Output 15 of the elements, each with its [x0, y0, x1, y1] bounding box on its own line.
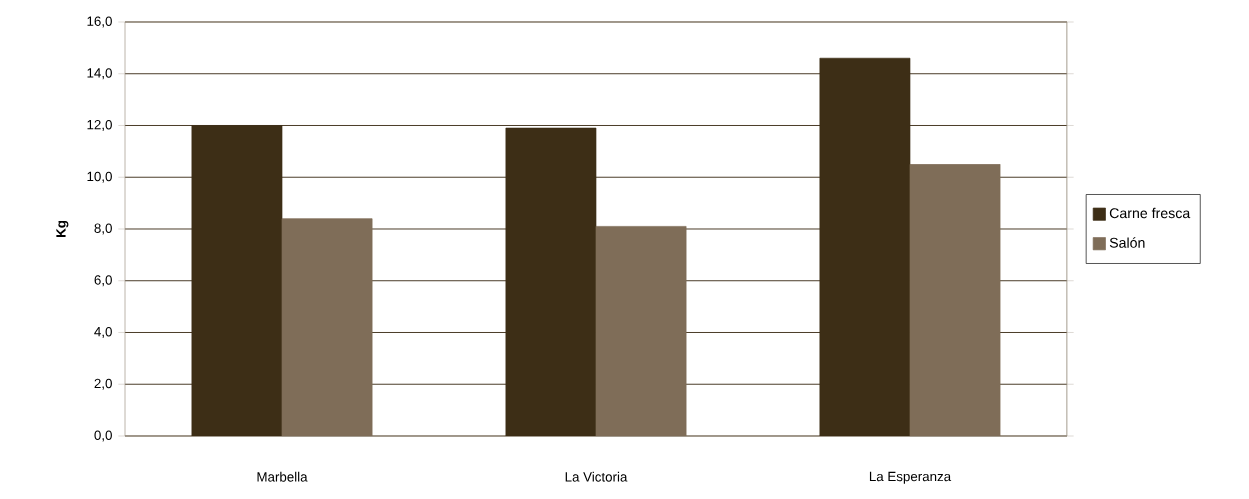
y-tick-label: 10,0 — [87, 171, 112, 183]
y-tick-label: 0,0 — [94, 430, 112, 442]
y-tick-label: 4,0 — [94, 326, 112, 338]
y-axis-title: Kg — [56, 221, 69, 237]
y-tick-label: 16,0 — [87, 16, 112, 28]
legend-label: Carne fresca — [1109, 207, 1191, 219]
y-tick-label: 6,0 — [94, 275, 112, 287]
legend-label: Salón — [1109, 237, 1145, 248]
y-tick-label: 14,0 — [87, 68, 112, 80]
y-tick-label: 8,0 — [94, 223, 112, 235]
x-tick-label: Marbella — [257, 471, 308, 482]
y-tick-label: 12,0 — [87, 119, 112, 131]
y-tick-label: 2,0 — [94, 378, 112, 390]
x-tick-label: La Esperanza — [869, 471, 952, 484]
x-tick-label: La Victoria — [565, 471, 628, 482]
